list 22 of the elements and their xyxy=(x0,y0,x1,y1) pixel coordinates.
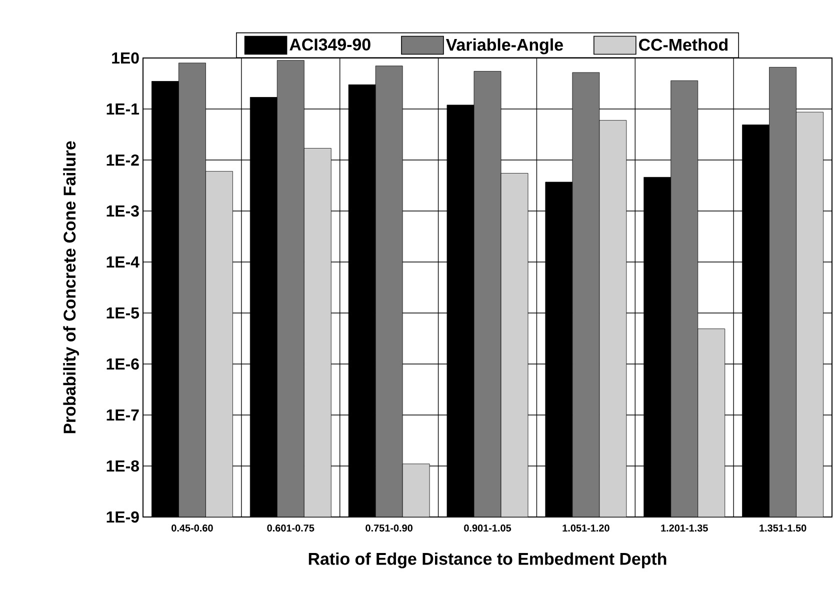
y-tick-label: 1E-8 xyxy=(106,460,139,472)
legend-label: Variable-Angle xyxy=(446,38,563,54)
legend-label: CC-Method xyxy=(638,38,728,51)
y-tick-label: 1E-9 xyxy=(106,511,139,523)
x-axis-title: Ratio of Edge Distance to Embedment Depth xyxy=(308,552,666,568)
x-tick-label: 0.751-0.90 xyxy=(366,524,412,532)
y-tick-label: 1E-6 xyxy=(106,358,139,370)
legend-label: ACI349-90 xyxy=(290,38,370,51)
y-axis-title: Probability of Concrete Cone Failure xyxy=(63,141,79,434)
y-tick-label: 1E-3 xyxy=(106,205,139,217)
y-tick-label: 1E0 xyxy=(112,52,139,64)
x-tick-label: 0.601-0.75 xyxy=(267,524,314,532)
y-tick-label: 1E-1 xyxy=(106,104,140,114)
y-tick-label: 1E-7 xyxy=(106,410,139,420)
y-tick-label: 1E-5 xyxy=(106,307,140,319)
x-tick-label: 0.45-0.60 xyxy=(172,524,213,532)
y-tick-label: 1E-4 xyxy=(106,256,140,268)
x-tick-label: 1.351-1.50 xyxy=(760,524,806,532)
x-tick-label: 0.901-1.05 xyxy=(464,524,512,532)
x-tick-label: 1.051-1.20 xyxy=(562,524,610,532)
x-tick-label: 1.201-1.35 xyxy=(661,524,708,532)
y-tick-label: 1E-2 xyxy=(106,154,139,166)
